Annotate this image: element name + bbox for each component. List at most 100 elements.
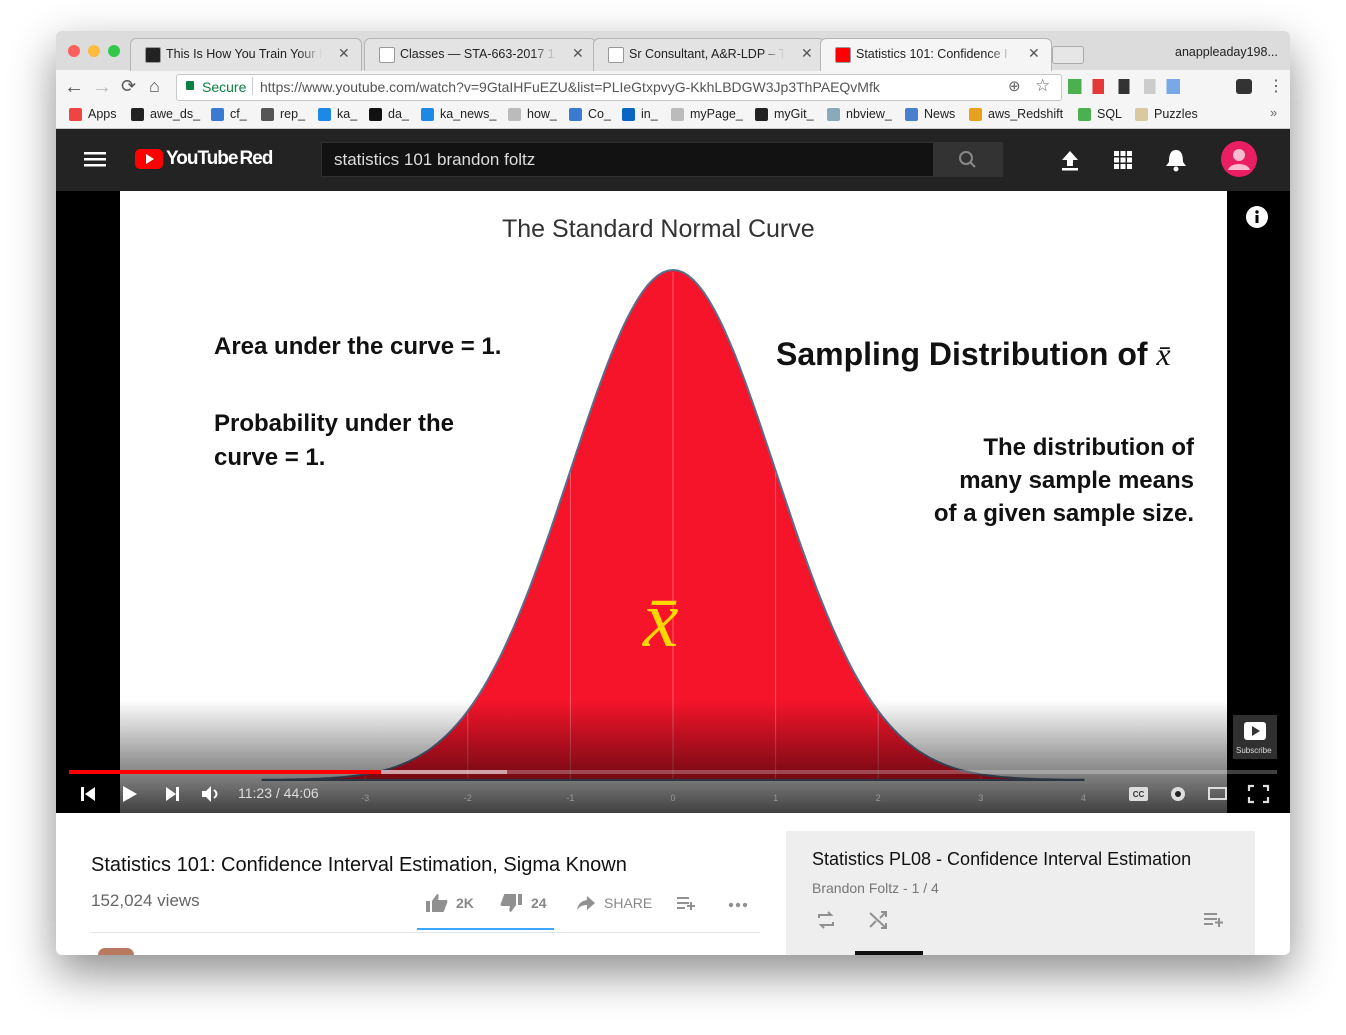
axis-tick-label: 3 — [978, 793, 984, 803]
playlist-thumbnail — [855, 951, 923, 955]
address-bar[interactable] — [176, 74, 1062, 101]
tab[interactable] — [364, 38, 596, 71]
view-count: 152,024 views — [91, 891, 200, 910]
bookmark-icon — [905, 108, 918, 121]
upload-icon[interactable] — [1060, 149, 1080, 171]
player-settings[interactable]: CC — [1128, 784, 1270, 804]
bookmark-icon — [569, 108, 582, 121]
bookmark[interactable]: nbview_ — [846, 107, 892, 121]
controls-gradient — [56, 700, 1290, 813]
bookmark[interactable]: News — [924, 107, 956, 121]
probability-text: Probability under the — [214, 410, 455, 437]
menu-icon[interactable] — [84, 150, 106, 168]
bookmark[interactable]: myPage_ — [690, 107, 743, 121]
axis-tick-label: 2 — [875, 793, 881, 803]
bookmark[interactable]: da_ — [388, 107, 409, 121]
tab[interactable] — [593, 38, 825, 71]
tab-title: Sr Consultant, A&R-LDP – Trav — [629, 47, 785, 61]
bookmark[interactable]: Puzzles — [1154, 107, 1198, 121]
youtube-logo[interactable]: YouTube Red — [166, 148, 273, 170]
bookmark[interactable]: Apps — [88, 107, 117, 121]
search-button[interactable] — [933, 142, 1003, 177]
bookmark-icon — [508, 108, 521, 121]
tab-title: Classes — STA-663-2017 1.0 — [400, 47, 556, 61]
avatar[interactable] — [1221, 141, 1257, 177]
share-button[interactable]: SHARE — [604, 895, 653, 911]
forward-button[interactable]: → — [92, 76, 112, 98]
tab-title: This Is How You Train Your Bra — [166, 47, 322, 61]
tab-close[interactable]: ✕ — [1028, 45, 1040, 61]
extension-icon[interactable] — [1236, 79, 1252, 94]
info-icon[interactable] — [1246, 206, 1268, 228]
close-button[interactable] — [68, 45, 80, 57]
bookmark-icon — [131, 108, 144, 121]
bookmark[interactable]: in_ — [641, 107, 658, 121]
add-to-playlist[interactable] — [677, 896, 697, 910]
youtube-logo-icon[interactable] — [135, 149, 163, 169]
right-title: Sampling Distribution of x̄ — [776, 336, 1171, 373]
bookmark[interactable]: SQL — [1097, 107, 1123, 121]
axis-tick-label: 0 — [670, 793, 676, 803]
subscribe-watermark[interactable]: Subscribe — [1233, 715, 1277, 759]
save-playlist[interactable] — [1204, 912, 1226, 928]
apps-icon[interactable] — [1114, 151, 1132, 169]
bookmark[interactable]: ka_news_ — [440, 107, 497, 121]
progress-track[interactable] — [69, 770, 1277, 774]
bookmark[interactable]: rep_ — [280, 107, 306, 121]
like-count: 2K — [456, 895, 474, 911]
playlist-meta: Brandon Foltz - 1 / 4 — [812, 880, 939, 896]
player-controls[interactable] — [80, 785, 230, 803]
reload-button[interactable]: ⟳ — [121, 76, 137, 96]
bookmark-icon — [211, 108, 224, 121]
home-button[interactable]: ⌂ — [149, 76, 160, 96]
star-icon[interactable]: ☆ — [1035, 76, 1051, 95]
curve-symbol: x̄ — [643, 576, 679, 664]
tab[interactable] — [820, 38, 1052, 71]
playlist-title[interactable]: Statistics PL08 - Confidence Interval Es… — [812, 849, 1192, 869]
tab-close[interactable]: ✕ — [338, 45, 350, 61]
bookmark[interactable]: ka_ — [337, 107, 358, 121]
bookmark-icon — [1135, 108, 1148, 121]
bookmark[interactable]: aws_Redshift — [988, 107, 1064, 121]
profile-name[interactable]: anappleaday198... — [1175, 45, 1278, 59]
zoom-icon[interactable]: ⊕ — [1008, 78, 1021, 95]
share-icon[interactable] — [576, 895, 596, 911]
bookmark[interactable]: awe_ds_ — [150, 107, 201, 121]
notifications-icon[interactable] — [1165, 148, 1187, 172]
bookmark-icon — [827, 108, 840, 121]
svg-text:CC: CC — [1133, 790, 1145, 799]
bookmark[interactable]: Co_ — [588, 107, 611, 121]
right-text: The distribution of — [983, 434, 1194, 461]
tab[interactable] — [130, 38, 362, 71]
tab-close[interactable]: ✕ — [572, 45, 584, 61]
dislike-icon[interactable] — [500, 893, 522, 913]
search-query[interactable]: statistics 101 brandon foltz — [334, 150, 536, 169]
slide-title: The Standard Normal Curve — [502, 215, 815, 243]
bookmarks-overflow[interactable]: » — [1270, 105, 1278, 120]
extension-icons[interactable] — [1068, 79, 1180, 94]
shuffle-icon[interactable] — [868, 910, 888, 930]
progress-buffer — [381, 770, 507, 774]
divider — [91, 932, 760, 933]
loop-icon[interactable] — [816, 910, 836, 930]
probability-text: curve = 1. — [214, 444, 326, 471]
menu-button[interactable]: ⋮ — [1268, 78, 1284, 95]
maximize-button[interactable] — [108, 45, 120, 57]
channel-avatar[interactable] — [98, 948, 134, 955]
more-actions[interactable] — [728, 902, 748, 908]
logo-suffix: Red — [239, 148, 273, 169]
search-box[interactable] — [321, 142, 935, 177]
back-button[interactable]: ← — [64, 76, 84, 98]
like-icon[interactable] — [426, 893, 448, 913]
tab-icon — [835, 47, 851, 63]
bookmark[interactable]: cf_ — [230, 107, 247, 121]
tab-title: Statistics 101: Confidence I — [856, 47, 1008, 61]
tab-close[interactable]: ✕ — [801, 45, 813, 61]
new-tab[interactable] — [1052, 46, 1084, 64]
bookmark[interactable]: how_ — [527, 107, 557, 121]
minimize-button[interactable] — [88, 45, 100, 57]
bookmark[interactable]: myGit_ — [774, 107, 814, 121]
bookmark-icon — [622, 108, 635, 121]
url[interactable]: https://www.youtube.com/watch?v=9GtaIHFu… — [260, 79, 880, 95]
